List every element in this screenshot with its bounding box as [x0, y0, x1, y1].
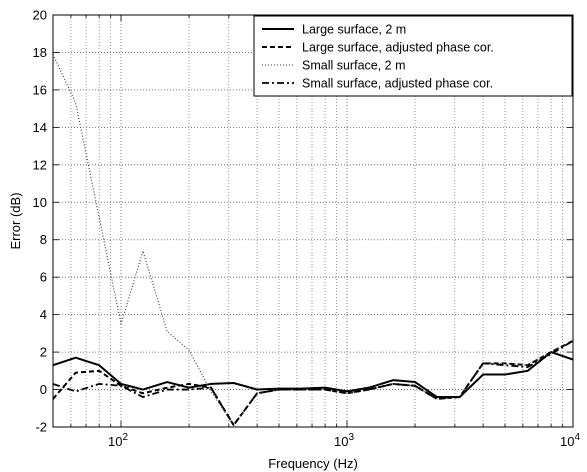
y-tick-label: 0 — [40, 382, 47, 397]
y-tick-label: 18 — [33, 45, 47, 60]
y-tick-label: 2 — [40, 345, 47, 360]
y-tick-label: 4 — [40, 307, 47, 322]
y-axis-label: Error (dB) — [8, 192, 23, 249]
y-tick-label: 20 — [33, 8, 47, 23]
y-tick-label: 8 — [40, 232, 47, 247]
legend-label: Large surface, adjusted phase cor. — [302, 41, 494, 55]
y-tick-label: 6 — [40, 270, 47, 285]
legend-label: Small surface, adjusted phase cor. — [302, 77, 493, 91]
legend: Large surface, 2 m Large surface, adjuste… — [254, 16, 572, 96]
y-tick-label: 16 — [33, 82, 47, 97]
y-tick-label: 14 — [33, 120, 47, 135]
legend-label: Large surface, 2 m — [302, 23, 406, 37]
y-tick-label: -2 — [35, 420, 47, 435]
y-tick-label: 12 — [33, 157, 47, 172]
y-tick-label: 10 — [33, 195, 47, 210]
legend-label: Small surface, 2 m — [302, 59, 406, 73]
x-axis-label: Frequency (Hz) — [268, 456, 358, 471]
